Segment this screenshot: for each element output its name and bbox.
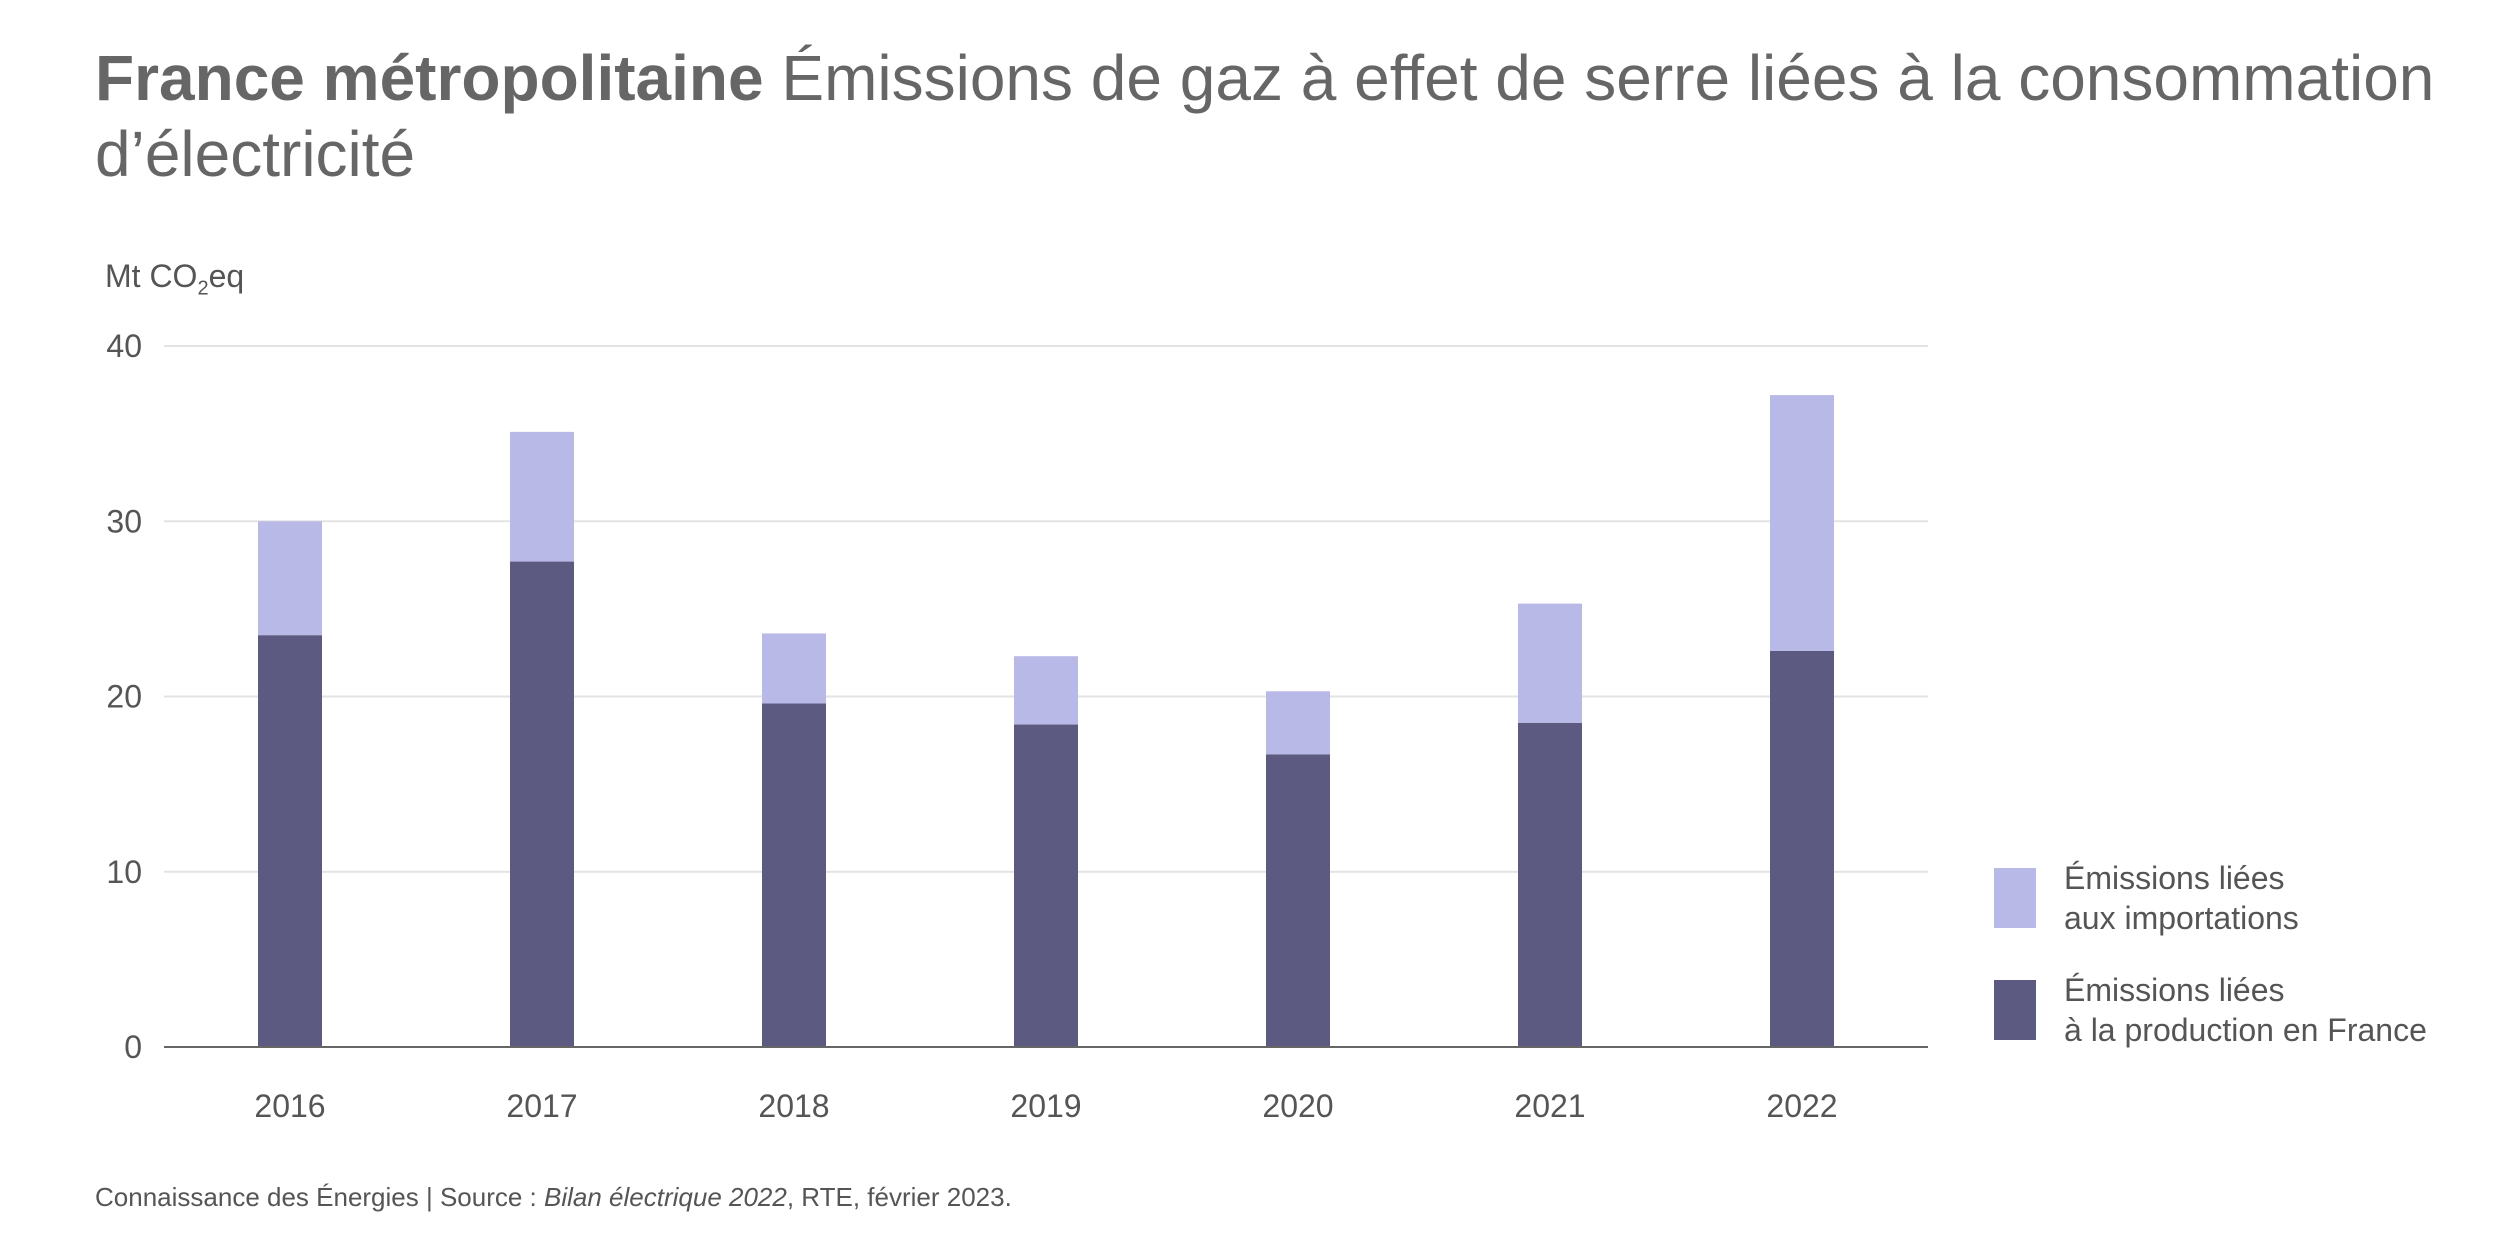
bar-segment xyxy=(1014,656,1078,725)
y-label-sub: 2 xyxy=(197,277,209,300)
bar-segment xyxy=(258,521,322,636)
source-text: Connaissance des Énergies | Source : xyxy=(95,1182,545,1212)
y-tick-label: 20 xyxy=(106,679,142,715)
source-end: , RTE, février 2023. xyxy=(786,1182,1012,1212)
bar-segment xyxy=(510,561,574,1047)
y-label-prefix: Mt CO xyxy=(105,258,198,294)
y-label-suffix: eq xyxy=(208,258,245,294)
source-italic: Bilan électrique 2022 xyxy=(544,1182,787,1212)
x-tick-label: 2016 xyxy=(254,1088,325,1124)
legend: Émissions liées aux importations Émission… xyxy=(1994,858,2427,1082)
bar-segment xyxy=(1266,754,1330,1047)
legend-label: Émissions liées aux importations xyxy=(2064,860,2299,936)
bar-segment xyxy=(1770,395,1834,651)
legend-item: Émissions liées aux importations xyxy=(1994,858,2427,938)
legend-item: Émissions liées à la production en Franc… xyxy=(1994,970,2427,1050)
title-bold: France métropolitaine xyxy=(95,42,764,114)
y-tick-label: 30 xyxy=(106,503,142,539)
legend-swatch xyxy=(1994,980,2036,1040)
source: Connaissance des Énergies | Source : Bil… xyxy=(95,1182,1012,1213)
x-tick-label: 2019 xyxy=(1010,1088,1081,1124)
bar-segment xyxy=(1014,724,1078,1047)
x-tick-label: 2021 xyxy=(1514,1088,1585,1124)
y-axis-label: Mt CO2eq xyxy=(105,258,244,300)
bar-segment xyxy=(762,703,826,1047)
bar-segment xyxy=(1770,650,1834,1047)
title: France métropolitaine Émissions de gaz à… xyxy=(95,40,2445,192)
x-tick-label: 2017 xyxy=(506,1088,577,1124)
bar-segment xyxy=(762,633,826,704)
bar-segment xyxy=(510,431,574,562)
y-tick-label: 0 xyxy=(124,1029,142,1065)
y-tick-label: 40 xyxy=(106,328,142,364)
bar-segment xyxy=(1266,691,1330,755)
y-tick-label: 10 xyxy=(106,854,142,890)
x-tick-label: 2018 xyxy=(758,1088,829,1124)
bar-segment xyxy=(258,635,322,1047)
x-tick-label: 2022 xyxy=(1766,1088,1837,1124)
x-tick-label: 2020 xyxy=(1262,1088,1333,1124)
legend-label: Émissions liées à la production en Franc… xyxy=(2064,972,2427,1048)
title-text: Émissions de gaz à effet de serre liées … xyxy=(95,42,2435,190)
bar-segment xyxy=(1518,722,1582,1047)
bar-segment xyxy=(1518,603,1582,723)
legend-swatch xyxy=(1994,868,2036,928)
